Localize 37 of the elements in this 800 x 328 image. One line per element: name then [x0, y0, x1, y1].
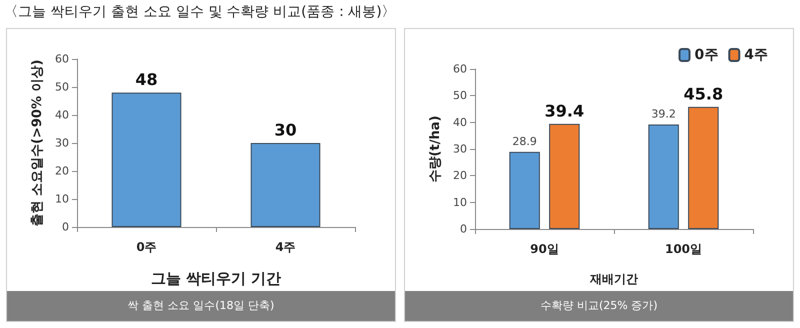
- y-tick-label: 50: [55, 80, 69, 94]
- y-tick-label: 0: [460, 222, 467, 236]
- bar: [509, 152, 540, 229]
- x-axis-title: 그늘 싹티우기 기간: [150, 270, 282, 288]
- y-tick-label: 20: [55, 164, 69, 178]
- x-tick-label: 0주: [136, 240, 157, 254]
- legend-label: 0주: [694, 47, 718, 63]
- y-tick-label: 20: [453, 169, 467, 182]
- bar: [549, 124, 580, 229]
- y-tick-label: 40: [55, 108, 69, 122]
- y-tick-label: 60: [55, 52, 69, 66]
- y-axis-title: 수량(t/ha): [428, 116, 444, 182]
- data-label: 48: [135, 70, 158, 90]
- data-label: 39.2: [651, 107, 676, 120]
- chart-title: 〈그늘 싹티우기 출현 소요 일수 및 수확량 비교(품종 : 새봉)〉: [3, 3, 397, 22]
- y-tick-label: 10: [453, 196, 467, 209]
- text: 싹 출현 소요 일수(18일 단축): [7, 291, 395, 321]
- y-tick-label: 10: [55, 192, 69, 206]
- data-label: 28.9: [512, 134, 537, 148]
- x-tick-label: 100일: [664, 242, 702, 256]
- y-tick-label: 60: [453, 62, 467, 76]
- data-label: 30: [274, 120, 297, 140]
- data-label: 45.8: [684, 84, 724, 104]
- bar: [648, 124, 679, 229]
- y-tick-label: 30: [55, 136, 69, 150]
- data-label: 39.4: [544, 101, 584, 120]
- x-axis-title: 재배기간: [589, 272, 638, 286]
- y-tick-label: 30: [453, 142, 467, 156]
- y-axis-title: 출현 소요일수(>90% 이상): [30, 60, 46, 226]
- x-tick-label: 90일: [530, 242, 559, 256]
- bar: [688, 106, 719, 229]
- y-tick-label: 40: [453, 116, 467, 129]
- legend-label: 4주: [744, 47, 768, 63]
- text: 수확량 비교(25% 증가): [405, 291, 793, 321]
- x-tick-label: 4주: [275, 240, 296, 254]
- y-tick-label: 0: [62, 220, 69, 234]
- y-tick-label: 50: [453, 89, 467, 102]
